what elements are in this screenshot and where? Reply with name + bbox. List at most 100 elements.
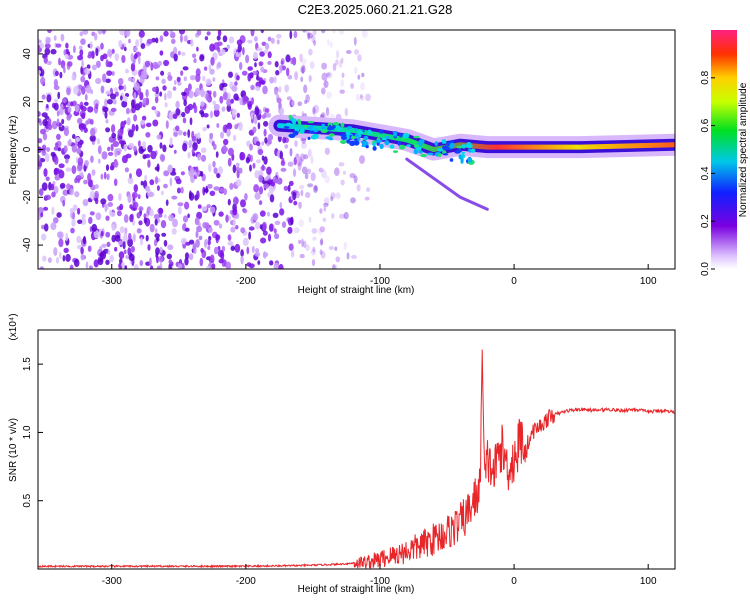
spectrogram-cell [273, 228, 277, 234]
spectrogram-cell [167, 244, 174, 251]
spectrogram-cell [45, 36, 50, 45]
spectrogram-cell [116, 210, 122, 217]
spectrogram-cell [173, 53, 178, 62]
spectrogram-cell [139, 36, 143, 45]
spectrogram-cell [220, 49, 226, 55]
spectrogram-cell [93, 259, 99, 268]
spectrogram-cell [350, 197, 356, 204]
ridge-speckle [372, 142, 376, 147]
spectrogram-cell [65, 48, 70, 55]
spectrogram-cell [111, 124, 116, 134]
spectrogram-cell [245, 156, 250, 164]
spectrogram-cell [212, 100, 216, 106]
ridge-speckle [381, 137, 387, 141]
spectrogram-cell [240, 255, 244, 265]
spectrogram-cell [51, 191, 56, 198]
ridge-speckle [313, 128, 319, 133]
ridge-speckle [467, 157, 472, 161]
spectrogram-cell [141, 115, 147, 121]
spectrogram-cell [195, 239, 200, 248]
spectrogram-cell [41, 112, 48, 118]
spectrogram-cell [301, 142, 307, 149]
spectrogram-cell [82, 235, 87, 245]
spectrogram-cell [133, 233, 136, 243]
spectrogram-cell [247, 39, 253, 44]
spectrogram-cell [217, 30, 222, 37]
spectrogram-cell [321, 62, 327, 70]
spectrogram-cell [262, 230, 268, 236]
spectrogram-cell [160, 70, 165, 76]
top-y-axis-label: Frequency (Hz) [8, 116, 19, 185]
spectrogram-cell [112, 140, 119, 148]
spectrogram-cell [205, 78, 212, 86]
spectrogram-cell [308, 150, 311, 159]
spectrogram-cell [222, 124, 227, 133]
spectrogram-cell [85, 120, 89, 125]
spectrogram-cell [181, 111, 186, 118]
spectrogram-cell [195, 230, 199, 238]
spectrogram-cell [343, 170, 346, 175]
spectrogram-cell [202, 75, 206, 82]
spectrogram-cell [175, 178, 182, 185]
spectrogram-cell [63, 145, 68, 154]
spectrogram-cell [341, 72, 345, 78]
spectrogram-cell [219, 95, 224, 104]
spectrogram-cell [260, 66, 265, 73]
bottom-x-tick-label: 100 [640, 576, 657, 587]
spectrogram-cell [332, 264, 336, 269]
spectrogram-cell [58, 57, 61, 66]
spectrogram-cell [307, 148, 312, 157]
spectrogram-cell [307, 183, 314, 188]
spectrogram-cell [46, 60, 52, 66]
spectrogram-cell [252, 70, 258, 76]
spectrogram-cell [117, 240, 124, 246]
spectrogram-cell [305, 94, 310, 103]
spectrogram-cell [85, 84, 92, 94]
spectrogram-cell [94, 190, 99, 200]
spectrogram-cell [105, 90, 111, 95]
spectrogram-cell [100, 230, 104, 237]
spectrogram-cell [302, 30, 307, 33]
spectrogram-cell [289, 148, 293, 157]
spectrogram-cell [187, 213, 190, 219]
ridge-speckle [418, 150, 423, 154]
colorbar-tick-label: 0.0 [700, 262, 711, 276]
spectrogram-cell [226, 98, 232, 107]
ridge-speckle [398, 144, 406, 150]
spectrogram-cell [139, 260, 144, 267]
spectrogram-cell [310, 172, 316, 182]
spectrogram-cell [177, 81, 182, 86]
spectrogram-cell [248, 226, 255, 231]
spectrogram-cell [235, 225, 239, 230]
ridge-speckle [379, 143, 384, 149]
spectrogram-cell [111, 71, 115, 76]
spectrogram-cell [236, 39, 243, 46]
spectrogram-cell [107, 146, 111, 152]
spectrogram-cell [39, 42, 45, 49]
spectrogram-cell [121, 155, 128, 164]
spectrogram-cell [252, 162, 256, 169]
spectrogram-cell [228, 71, 233, 78]
spectrogram-cell [95, 103, 99, 110]
spectrogram-cell [150, 62, 154, 71]
spectrogram-ridge [268, 114, 675, 211]
spectrogram-cell [160, 190, 164, 196]
spectrogram-cell [180, 186, 184, 194]
spectrogram-cell [227, 198, 231, 206]
spectrogram-cell [130, 246, 135, 253]
spectrogram-cell [47, 30, 52, 34]
spectrogram-cell [127, 194, 132, 203]
spectrogram-cell [53, 185, 59, 194]
spectrogram-cell [302, 64, 305, 70]
spectrogram-cell [209, 132, 214, 140]
spectrogram-cell [212, 143, 217, 150]
spectrogram-cell [54, 167, 60, 175]
spectrogram-cell [114, 246, 118, 252]
spectrogram-cell [94, 184, 99, 189]
spectrogram-cell [267, 60, 272, 65]
ridge-speckle [354, 128, 359, 131]
spectrogram-cell [165, 199, 169, 206]
spectrogram-cell [80, 246, 84, 255]
spectrogram-cell [95, 77, 102, 85]
